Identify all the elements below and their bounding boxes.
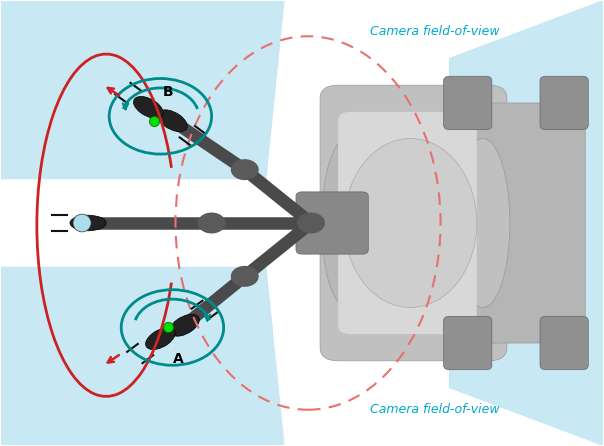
Ellipse shape [455, 139, 510, 307]
FancyBboxPatch shape [443, 316, 492, 370]
Circle shape [231, 160, 258, 179]
Ellipse shape [146, 328, 175, 350]
Text: Camera field-of-view: Camera field-of-view [370, 25, 500, 38]
Point [150, 117, 159, 124]
Ellipse shape [170, 314, 199, 336]
Polygon shape [449, 1, 603, 445]
Circle shape [298, 213, 324, 233]
Polygon shape [1, 268, 284, 445]
Ellipse shape [344, 139, 477, 307]
Ellipse shape [158, 110, 187, 132]
FancyBboxPatch shape [455, 103, 585, 343]
FancyBboxPatch shape [443, 76, 492, 130]
Polygon shape [1, 1, 284, 178]
Text: A: A [173, 351, 183, 366]
Circle shape [231, 267, 258, 286]
Text: Camera field-of-view: Camera field-of-view [370, 403, 500, 416]
FancyBboxPatch shape [338, 112, 477, 334]
Ellipse shape [70, 215, 106, 231]
Ellipse shape [133, 96, 163, 118]
FancyBboxPatch shape [320, 85, 507, 361]
FancyBboxPatch shape [540, 316, 588, 370]
FancyBboxPatch shape [540, 76, 588, 130]
Text: B: B [163, 85, 173, 99]
FancyBboxPatch shape [296, 192, 368, 254]
Ellipse shape [73, 214, 91, 232]
Circle shape [198, 213, 225, 233]
Point [164, 324, 173, 331]
Ellipse shape [321, 139, 373, 307]
